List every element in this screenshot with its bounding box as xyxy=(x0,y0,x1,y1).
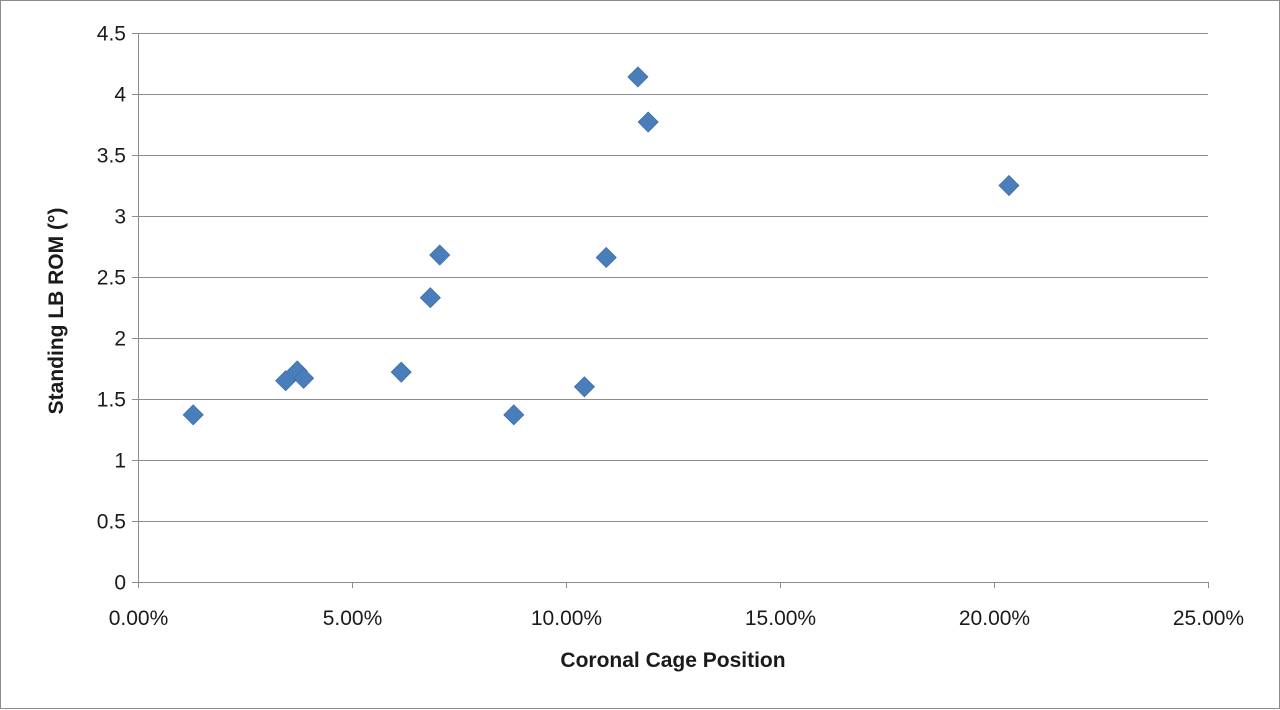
y-tick-label: 0.5 xyxy=(97,511,126,534)
x-tick-label: 0.00% xyxy=(109,607,169,630)
data-point-diamond xyxy=(637,111,659,133)
y-tick-label: 1 xyxy=(114,450,126,473)
data-point-diamond xyxy=(429,244,451,266)
x-tick-label: 20.00% xyxy=(959,607,1030,630)
data-point-diamond xyxy=(390,361,412,383)
x-tick-labels: 0.00% 5.00% 10.00% 15.00% 20.00% 25.00% xyxy=(109,607,1244,630)
x-tick-label: 15.00% xyxy=(745,607,816,630)
axes xyxy=(132,33,1209,588)
y-tick-label: 3 xyxy=(114,206,126,229)
x-tick-label: 5.00% xyxy=(323,607,383,630)
data-point-diamond xyxy=(182,404,204,426)
data-point-diamond xyxy=(595,246,617,269)
x-tick-label: 25.00% xyxy=(1173,607,1244,630)
y-tick-label: 4.5 xyxy=(97,23,126,46)
gridlines xyxy=(138,33,1208,522)
data-point-diamond xyxy=(627,66,649,88)
y-tick-label: 1.5 xyxy=(97,389,126,412)
y-tick-label: 3.5 xyxy=(97,145,126,168)
y-tick-label: 2 xyxy=(114,328,126,351)
data-point-diamond xyxy=(503,404,525,426)
data-point-diamond xyxy=(573,376,595,398)
x-tick-label: 10.00% xyxy=(531,607,602,630)
y-tick-label: 0 xyxy=(114,572,126,595)
y-tick-label: 2.5 xyxy=(97,267,126,290)
y-tick-labels: 0 0.5 1 1.5 2 2.5 3 3.5 4 4.5 xyxy=(97,23,127,595)
y-axis-title: Standing LB ROM (°) xyxy=(45,208,68,415)
data-points xyxy=(182,66,1020,426)
x-axis-title: Coronal Cage Position xyxy=(560,649,785,672)
y-tick-label: 4 xyxy=(114,84,126,107)
data-point-diamond xyxy=(275,370,297,392)
data-point-diamond xyxy=(293,367,315,389)
data-point-diamond xyxy=(419,287,441,309)
data-point-diamond xyxy=(998,174,1020,197)
